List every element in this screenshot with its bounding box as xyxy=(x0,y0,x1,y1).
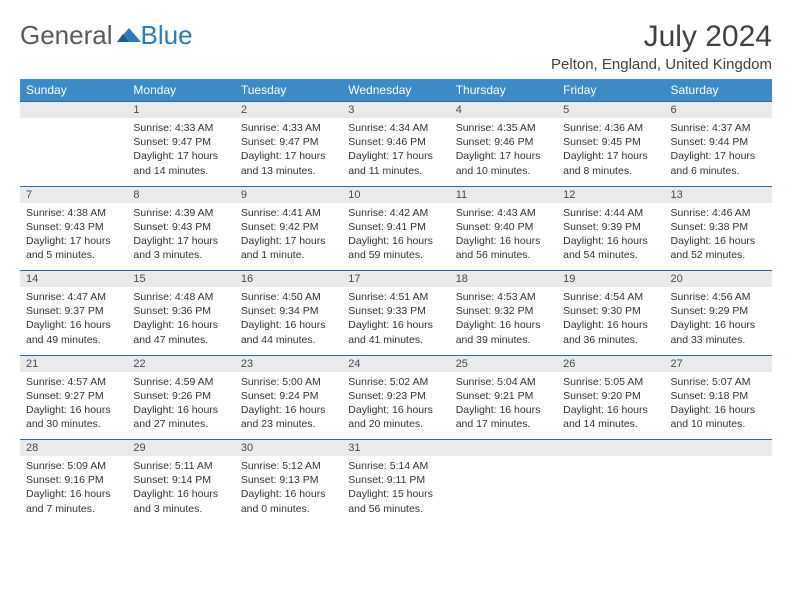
day-cell: Sunrise: 4:39 AM Sunset: 9:43 PM Dayligh… xyxy=(127,203,234,271)
day-cell: Sunrise: 4:34 AM Sunset: 9:46 PM Dayligh… xyxy=(342,118,449,186)
day-cell: Sunrise: 5:09 AM Sunset: 9:16 PM Dayligh… xyxy=(20,456,127,524)
day-cell: Sunrise: 4:59 AM Sunset: 9:26 PM Dayligh… xyxy=(127,372,234,440)
page-title: July 2024 xyxy=(551,20,772,54)
day-number: 27 xyxy=(665,355,772,372)
day-number-row: 28293031 xyxy=(20,440,772,457)
weekday-header: Thursday xyxy=(450,79,557,102)
day-number-row: 123456 xyxy=(20,102,772,119)
day-number: 18 xyxy=(450,271,557,288)
day-number: 10 xyxy=(342,186,449,203)
day-number xyxy=(20,102,127,119)
day-cell: Sunrise: 4:56 AM Sunset: 9:29 PM Dayligh… xyxy=(665,287,772,355)
day-number: 3 xyxy=(342,102,449,119)
logo-text-1: General xyxy=(20,20,113,51)
day-cell xyxy=(20,118,127,186)
day-number: 6 xyxy=(665,102,772,119)
day-cell: Sunrise: 5:07 AM Sunset: 9:18 PM Dayligh… xyxy=(665,372,772,440)
day-number: 31 xyxy=(342,440,449,457)
day-cell: Sunrise: 4:41 AM Sunset: 9:42 PM Dayligh… xyxy=(235,203,342,271)
day-cell: Sunrise: 4:35 AM Sunset: 9:46 PM Dayligh… xyxy=(450,118,557,186)
day-number: 25 xyxy=(450,355,557,372)
day-number xyxy=(450,440,557,457)
day-cell: Sunrise: 4:36 AM Sunset: 9:45 PM Dayligh… xyxy=(557,118,664,186)
day-cell: Sunrise: 4:33 AM Sunset: 9:47 PM Dayligh… xyxy=(127,118,234,186)
weekday-header: Monday xyxy=(127,79,234,102)
day-cell: Sunrise: 5:12 AM Sunset: 9:13 PM Dayligh… xyxy=(235,456,342,524)
day-number: 19 xyxy=(557,271,664,288)
day-number: 17 xyxy=(342,271,449,288)
logo: General Blue xyxy=(20,20,193,51)
day-number: 7 xyxy=(20,186,127,203)
day-cell: Sunrise: 5:04 AM Sunset: 9:21 PM Dayligh… xyxy=(450,372,557,440)
weekday-header: Wednesday xyxy=(342,79,449,102)
day-cell: Sunrise: 4:43 AM Sunset: 9:40 PM Dayligh… xyxy=(450,203,557,271)
day-cell xyxy=(665,456,772,524)
day-content-row: Sunrise: 4:47 AM Sunset: 9:37 PM Dayligh… xyxy=(20,287,772,355)
day-number: 11 xyxy=(450,186,557,203)
day-number: 28 xyxy=(20,440,127,457)
day-number: 4 xyxy=(450,102,557,119)
day-number: 21 xyxy=(20,355,127,372)
day-cell: Sunrise: 4:44 AM Sunset: 9:39 PM Dayligh… xyxy=(557,203,664,271)
day-number-row: 78910111213 xyxy=(20,186,772,203)
day-number: 15 xyxy=(127,271,234,288)
day-cell: Sunrise: 4:50 AM Sunset: 9:34 PM Dayligh… xyxy=(235,287,342,355)
day-number: 22 xyxy=(127,355,234,372)
day-cell: Sunrise: 4:38 AM Sunset: 9:43 PM Dayligh… xyxy=(20,203,127,271)
day-number: 20 xyxy=(665,271,772,288)
day-number: 1 xyxy=(127,102,234,119)
day-cell xyxy=(557,456,664,524)
day-cell: Sunrise: 4:47 AM Sunset: 9:37 PM Dayligh… xyxy=(20,287,127,355)
day-number: 13 xyxy=(665,186,772,203)
day-number-row: 14151617181920 xyxy=(20,271,772,288)
day-number: 14 xyxy=(20,271,127,288)
location-text: Pelton, England, United Kingdom xyxy=(551,56,772,73)
day-cell: Sunrise: 4:42 AM Sunset: 9:41 PM Dayligh… xyxy=(342,203,449,271)
day-cell: Sunrise: 5:14 AM Sunset: 9:11 PM Dayligh… xyxy=(342,456,449,524)
day-number: 29 xyxy=(127,440,234,457)
day-cell: Sunrise: 4:54 AM Sunset: 9:30 PM Dayligh… xyxy=(557,287,664,355)
weekday-header: Sunday xyxy=(20,79,127,102)
day-number: 23 xyxy=(235,355,342,372)
weekday-header: Tuesday xyxy=(235,79,342,102)
weekday-header: Friday xyxy=(557,79,664,102)
day-cell: Sunrise: 4:48 AM Sunset: 9:36 PM Dayligh… xyxy=(127,287,234,355)
logo-icon xyxy=(117,20,141,51)
day-number xyxy=(557,440,664,457)
day-content-row: Sunrise: 4:38 AM Sunset: 9:43 PM Dayligh… xyxy=(20,203,772,271)
day-cell: Sunrise: 4:37 AM Sunset: 9:44 PM Dayligh… xyxy=(665,118,772,186)
day-cell: Sunrise: 5:05 AM Sunset: 9:20 PM Dayligh… xyxy=(557,372,664,440)
day-content-row: Sunrise: 4:33 AM Sunset: 9:47 PM Dayligh… xyxy=(20,118,772,186)
day-cell: Sunrise: 4:33 AM Sunset: 9:47 PM Dayligh… xyxy=(235,118,342,186)
day-number: 26 xyxy=(557,355,664,372)
weekday-header: Saturday xyxy=(665,79,772,102)
logo-text-2: Blue xyxy=(141,20,193,51)
day-content-row: Sunrise: 5:09 AM Sunset: 9:16 PM Dayligh… xyxy=(20,456,772,524)
day-cell xyxy=(450,456,557,524)
day-cell: Sunrise: 5:11 AM Sunset: 9:14 PM Dayligh… xyxy=(127,456,234,524)
day-cell: Sunrise: 4:51 AM Sunset: 9:33 PM Dayligh… xyxy=(342,287,449,355)
day-number: 24 xyxy=(342,355,449,372)
day-number: 5 xyxy=(557,102,664,119)
day-number: 2 xyxy=(235,102,342,119)
day-cell: Sunrise: 5:00 AM Sunset: 9:24 PM Dayligh… xyxy=(235,372,342,440)
day-number: 16 xyxy=(235,271,342,288)
day-number: 30 xyxy=(235,440,342,457)
day-cell: Sunrise: 4:53 AM Sunset: 9:32 PM Dayligh… xyxy=(450,287,557,355)
day-number: 9 xyxy=(235,186,342,203)
calendar-table: Sunday Monday Tuesday Wednesday Thursday… xyxy=(20,79,772,524)
weekday-header-row: Sunday Monday Tuesday Wednesday Thursday… xyxy=(20,79,772,102)
day-number xyxy=(665,440,772,457)
day-content-row: Sunrise: 4:57 AM Sunset: 9:27 PM Dayligh… xyxy=(20,372,772,440)
day-cell: Sunrise: 4:57 AM Sunset: 9:27 PM Dayligh… xyxy=(20,372,127,440)
day-cell: Sunrise: 5:02 AM Sunset: 9:23 PM Dayligh… xyxy=(342,372,449,440)
day-number: 8 xyxy=(127,186,234,203)
day-cell: Sunrise: 4:46 AM Sunset: 9:38 PM Dayligh… xyxy=(665,203,772,271)
day-number-row: 21222324252627 xyxy=(20,355,772,372)
day-number: 12 xyxy=(557,186,664,203)
